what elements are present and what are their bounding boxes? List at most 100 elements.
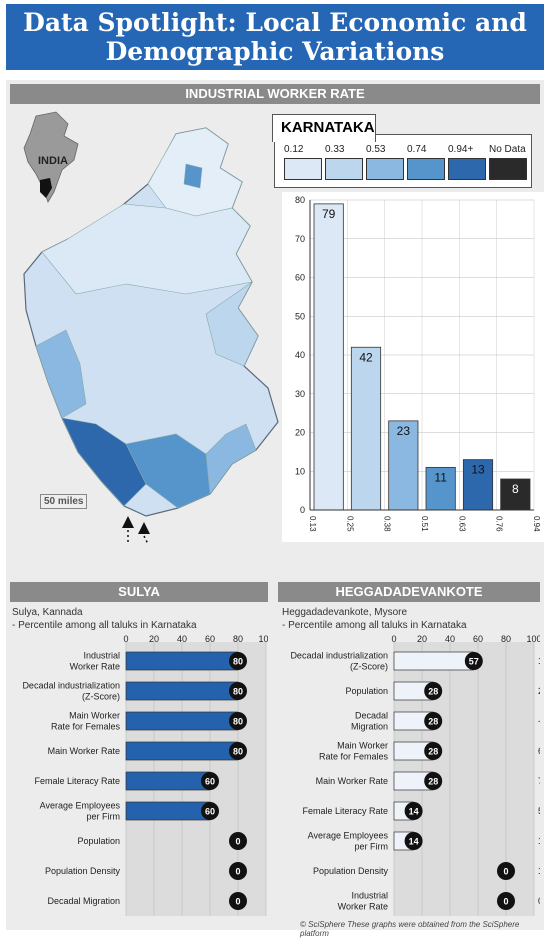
legend-label: 0.33 xyxy=(325,144,345,155)
india-inset-label: INDIA xyxy=(38,155,68,167)
map-scale-label: 50 miles xyxy=(40,494,88,509)
y-tick-label: 10 xyxy=(295,466,305,476)
x-tick-label: 0.25 xyxy=(345,516,354,532)
karnataka-map: INDIA xyxy=(23,111,279,544)
map-region-east xyxy=(205,281,259,367)
percentile-value: 80 xyxy=(233,657,243,667)
y-tick-label: 20 xyxy=(295,428,305,438)
y-tick-label: 70 xyxy=(295,234,305,244)
row-label: Average Employees xyxy=(40,801,121,811)
row-label: Main Worker xyxy=(337,741,388,751)
legend-swatch xyxy=(366,158,404,180)
row-label: Main Worker Rate xyxy=(48,746,120,756)
percentile-value: 80 xyxy=(233,687,243,697)
page-title-text: Data Spotlight: Local Economic and Demog… xyxy=(23,8,527,66)
legend-label: No Data xyxy=(489,144,526,155)
x-tick-label: 0.38 xyxy=(383,516,392,532)
percentile-badge xyxy=(424,772,443,790)
percentile-badge xyxy=(229,862,247,880)
row-label: Rate for Females xyxy=(51,722,121,732)
percentile-value: 14 xyxy=(409,807,419,817)
row-label: per Firm xyxy=(355,842,389,852)
row-label: (Z-Score) xyxy=(82,692,120,702)
legend-label: 0.74 xyxy=(407,144,427,155)
bar-value-label: 42 xyxy=(359,350,373,364)
bar-value-label: 13 xyxy=(471,463,485,477)
percentile-value: 80 xyxy=(233,717,243,727)
x-tick-label: 0.51 xyxy=(420,516,429,532)
credit-text: © SciSphere These graphs were obtained f… xyxy=(300,920,520,938)
percentile-bar xyxy=(125,771,211,791)
percentile-value: 60 xyxy=(205,777,215,787)
row-value: 1.86 xyxy=(538,836,540,846)
percentile-badge xyxy=(229,742,247,760)
y-tick-label: 30 xyxy=(295,389,305,399)
row-label: Main Worker Rate xyxy=(316,776,388,786)
row-label: Female Literacy Rate xyxy=(34,776,120,786)
row-label: Industrial xyxy=(351,891,388,901)
percentile-value: 0 xyxy=(235,867,240,877)
sulya-subtitle: Sulya, Kannada xyxy=(12,607,83,618)
heggadadevankote-note: - Percentile among all taluks in Karnata… xyxy=(282,620,467,631)
row-value: 0.15 xyxy=(538,896,540,906)
bar-value-label: 79 xyxy=(322,207,336,221)
row-label: Population Density xyxy=(45,866,121,876)
x-tick-label: 20 xyxy=(417,634,427,644)
x-tick-label: 60 xyxy=(205,634,215,644)
percentile-value: 0 xyxy=(235,897,240,907)
row-label: Industrial xyxy=(83,651,120,661)
percentile-badge xyxy=(201,772,219,790)
row-label: Main Worker xyxy=(69,711,120,721)
percentile-badge xyxy=(464,652,483,670)
row-label: Migration xyxy=(351,722,388,732)
x-tick-label: 0.13 xyxy=(308,516,317,532)
heggadadevankote-title: HEGGADADEVANKOTE xyxy=(278,582,540,602)
histogram-bar xyxy=(500,478,531,511)
sulya-chart: 020406080100IndustrialWorker Rate800.94D… xyxy=(22,634,268,916)
percentile-value: 80 xyxy=(233,747,243,757)
x-tick-label: 80 xyxy=(233,634,243,644)
percentile-value: 60 xyxy=(205,807,215,817)
karnataka-inset-highlight xyxy=(40,178,52,198)
india-inset-map xyxy=(23,111,79,203)
sulya-note: - Percentile among all taluks in Karnata… xyxy=(12,620,197,631)
row-label: Decadal industrialization xyxy=(22,681,120,691)
sulya-title: SULYA xyxy=(10,582,268,602)
percentile-badge xyxy=(229,832,247,850)
histogram-bar xyxy=(350,346,382,511)
row-label: Population xyxy=(77,836,120,846)
percentile-value: 0 xyxy=(235,837,240,847)
x-tick-label: 0.76 xyxy=(495,516,504,532)
bar-value-label: 8 xyxy=(512,482,519,496)
histogram-bar xyxy=(462,459,494,511)
percentile-badge xyxy=(497,862,515,880)
percentile-value: 28 xyxy=(428,777,438,787)
percentile-value: 14 xyxy=(409,837,419,847)
map-region-southeast xyxy=(205,423,257,495)
page-title: Data Spotlight: Local Economic and Demog… xyxy=(6,4,544,70)
map-region-central xyxy=(41,203,253,295)
row-label: Average Employees xyxy=(308,831,389,841)
percentile-value: 57 xyxy=(469,657,479,667)
map-region-coast-mid xyxy=(35,329,87,419)
percentile-bar xyxy=(393,651,475,671)
map-region-coast-south xyxy=(61,417,147,507)
row-value: 177 xyxy=(538,866,540,876)
x-tick-label: 40 xyxy=(445,634,455,644)
row-label: per Firm xyxy=(87,812,121,822)
map-region-north-accent xyxy=(183,163,203,189)
heggadadevankote-pointer-arrow xyxy=(138,522,150,534)
percentile-badge xyxy=(229,652,247,670)
legend-state-label: KARNATAKA xyxy=(272,114,376,142)
row-value: 1.42 xyxy=(538,656,540,666)
y-tick-label: 0 xyxy=(300,505,305,515)
percentile-badge xyxy=(201,802,219,820)
row-value: -0.28 xyxy=(538,716,540,726)
legend-label: 0.12 xyxy=(284,144,304,155)
percentile-bar xyxy=(125,681,239,701)
y-tick-label: 40 xyxy=(295,350,305,360)
legend-swatch xyxy=(407,158,445,180)
legend-swatch xyxy=(284,158,322,180)
heggadadevankote-leader-line xyxy=(143,535,149,544)
x-tick-label: 40 xyxy=(177,634,187,644)
